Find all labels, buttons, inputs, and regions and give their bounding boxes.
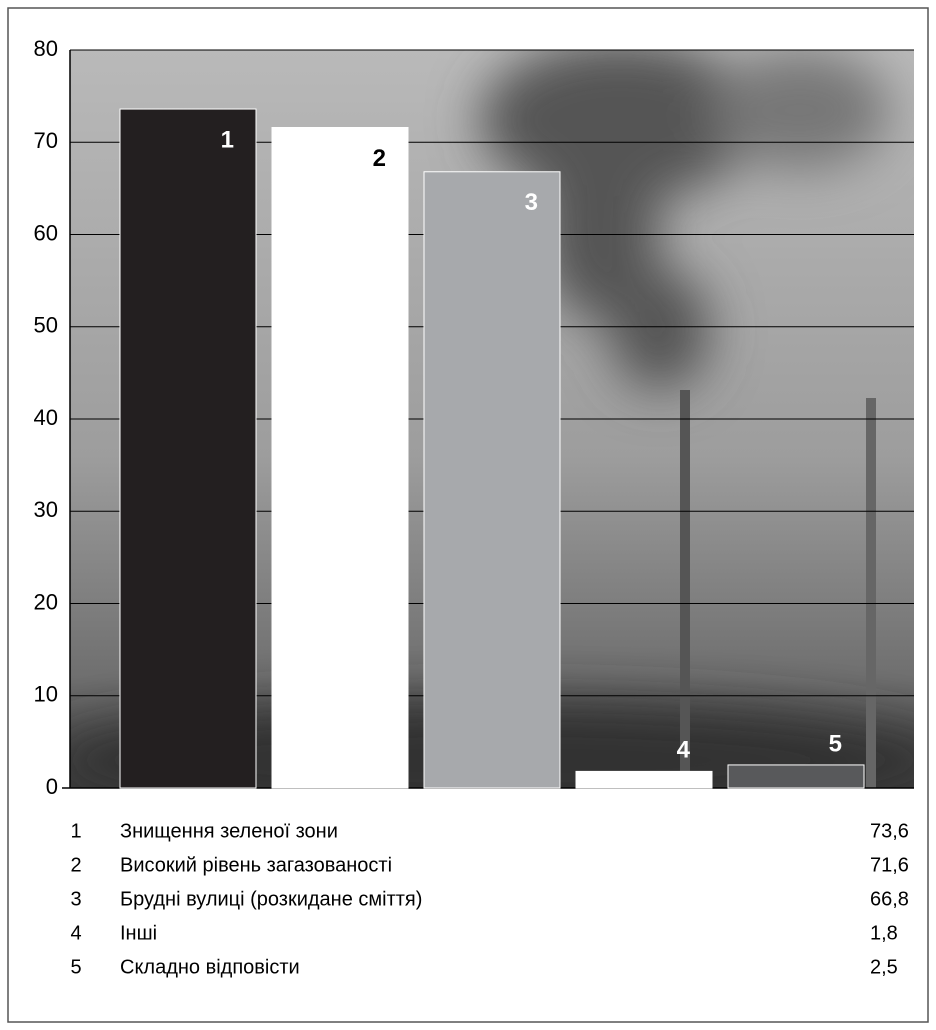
legend-number: 4 bbox=[70, 922, 81, 944]
legend-name: Знищення зеленої зони bbox=[120, 820, 338, 842]
bar bbox=[120, 109, 256, 788]
y-tick-label: 60 bbox=[34, 220, 58, 245]
bar bbox=[272, 127, 408, 788]
page: 0 10 20 30 40 50 60 70 80 1 1 Знищення зеленої зони… bbox=[0, 0, 936, 1030]
y-tick-label: 10 bbox=[34, 682, 58, 707]
y-tick-label: 30 bbox=[34, 497, 58, 522]
legend-value: 71,6 bbox=[870, 854, 909, 876]
legend-number: 1 bbox=[70, 820, 81, 842]
legend-number: 3 bbox=[70, 888, 81, 910]
legend-name: Складно відповісти bbox=[120, 956, 300, 978]
bar-label: 1 bbox=[221, 126, 234, 153]
bar-label: 3 bbox=[525, 189, 538, 216]
legend-name: Високий рівень загазованості bbox=[120, 854, 392, 876]
legend-value: 66,8 bbox=[870, 888, 909, 910]
y-tick-label: 0 bbox=[46, 774, 58, 799]
y-tick-label: 40 bbox=[34, 405, 58, 430]
bar-label: 2 bbox=[373, 145, 386, 172]
legend-value: 1,8 bbox=[870, 922, 898, 944]
legend-value: 2,5 bbox=[870, 956, 898, 978]
legend-name: Інші bbox=[120, 922, 157, 944]
bar bbox=[576, 771, 712, 788]
y-tick-label: 70 bbox=[34, 128, 58, 153]
y-tick-label: 80 bbox=[34, 36, 58, 61]
y-tick-label: 20 bbox=[34, 589, 58, 614]
legend-number: 5 bbox=[70, 956, 81, 978]
bar bbox=[424, 172, 560, 788]
bar-label: 4 bbox=[677, 737, 691, 764]
bar-label: 5 bbox=[829, 730, 842, 757]
legend-number: 2 bbox=[70, 854, 81, 876]
chart: 0 10 20 30 40 50 60 70 80 1 1 Знищення зеленої зони… bbox=[0, 0, 936, 1030]
legend-name: Брудні вулиці (розкидане сміття) bbox=[120, 888, 422, 910]
bar bbox=[728, 765, 864, 788]
y-tick-label: 50 bbox=[34, 313, 58, 338]
legend-value: 73,6 bbox=[870, 820, 909, 842]
